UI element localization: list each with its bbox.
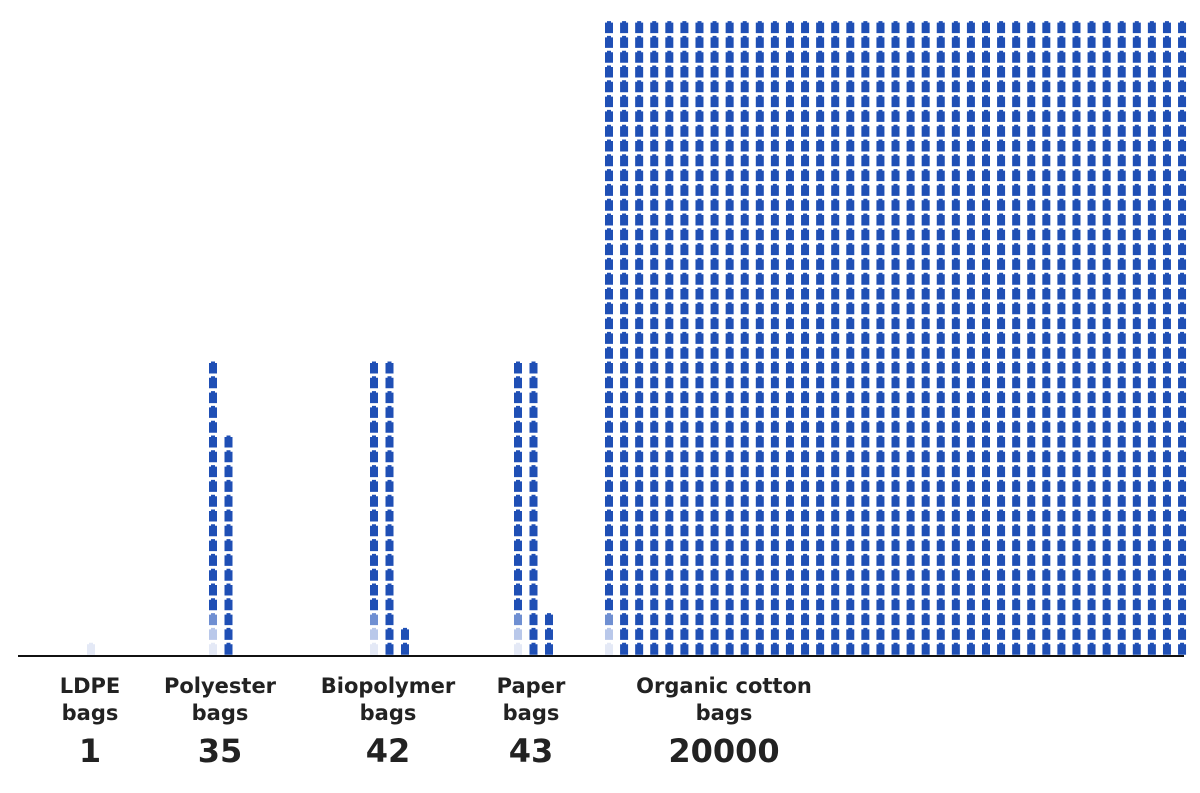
- icon-group: [87, 642, 95, 655]
- category-label: LDPE bags: [0, 673, 210, 727]
- bag-icons: [370, 613, 378, 626]
- category-label: Organic cotton bags: [604, 673, 844, 727]
- label-line: Biopolymer: [320, 674, 456, 698]
- value-label: 42: [365, 732, 411, 770]
- bag-icons: [370, 642, 378, 655]
- label-line: Paper: [496, 674, 566, 698]
- bag-icons: [514, 613, 522, 626]
- label-line: LDPE: [59, 674, 121, 698]
- category-label: Paper bags: [411, 673, 651, 727]
- value-label: 35: [197, 732, 243, 770]
- label-line: bags: [695, 701, 753, 725]
- value-label: 43: [508, 732, 554, 770]
- bag-icons: [209, 642, 217, 655]
- bag-icons: [209, 613, 217, 626]
- bag-icons: [514, 361, 553, 655]
- bag-icons: [209, 361, 233, 655]
- label-line: bags: [191, 701, 249, 725]
- value-label: 20000: [668, 732, 780, 770]
- bag-icons: [605, 627, 613, 640]
- category-label: Polyester bags: [100, 673, 340, 727]
- icon-group: [514, 361, 553, 655]
- value-label: 1: [78, 732, 102, 770]
- icon-group: [605, 21, 1187, 655]
- bag-icons: [605, 642, 613, 655]
- bag-icons: [514, 627, 522, 640]
- category-label: Biopolymer bags: [268, 673, 508, 727]
- label-line: Organic cotton: [636, 674, 812, 698]
- icon-group: [370, 361, 409, 655]
- bag-icons: [605, 613, 613, 626]
- bag-icons: [209, 627, 217, 640]
- label-line: bags: [502, 701, 560, 725]
- label-line: bags: [61, 701, 119, 725]
- bag-icons: [605, 21, 1187, 655]
- bag-icons: [370, 361, 409, 655]
- label-line: bags: [359, 701, 417, 725]
- icon-group: [209, 361, 233, 655]
- label-line: Polyester: [163, 674, 277, 698]
- bag-icons: [514, 642, 522, 655]
- bag-icons: [370, 627, 378, 640]
- bag-icons: [87, 642, 95, 655]
